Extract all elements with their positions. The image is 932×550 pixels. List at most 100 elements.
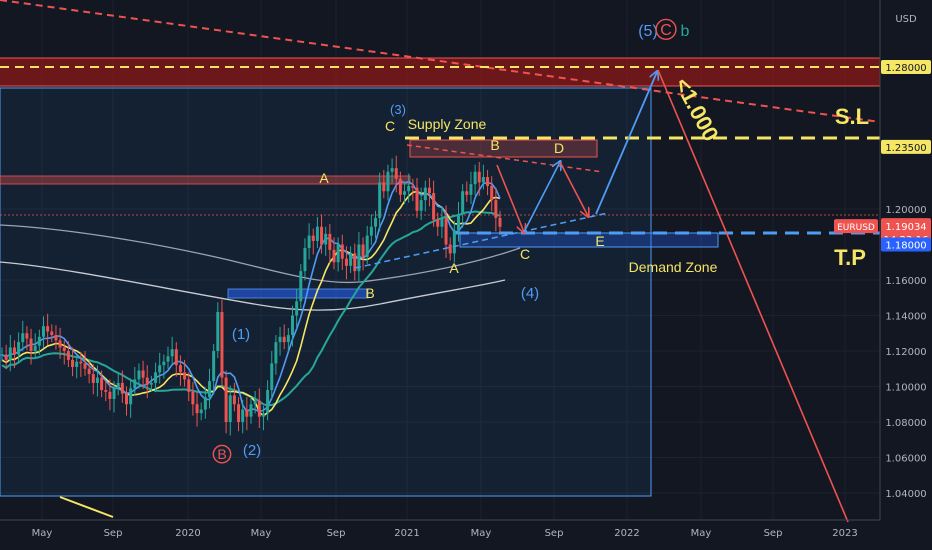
candle-body [241, 409, 245, 422]
candle-body [469, 184, 473, 195]
time-tick-label: 2022 [614, 528, 639, 539]
candle-body [58, 340, 62, 348]
candle-body [369, 226, 373, 236]
candle-body [307, 235, 311, 249]
candle-body [145, 377, 149, 385]
candle-body [8, 347, 12, 360]
price-tick-label: 1.16000 [885, 276, 926, 287]
candle-body [129, 388, 133, 405]
candle-body [436, 219, 440, 227]
candle-body [71, 359, 75, 367]
candle-body [278, 336, 282, 343]
candle-body [141, 370, 145, 378]
candle-body [232, 395, 236, 405]
candle-body [461, 191, 465, 215]
price-axis[interactable]: 1.320001.280001.235001.200001.1903414:23… [834, 0, 931, 500]
time-tick-label: May [691, 528, 712, 539]
candle-body [137, 370, 141, 380]
candle-body [374, 217, 377, 227]
price-axis-bg [880, 0, 932, 550]
candle-body [133, 379, 137, 389]
candle-body [66, 351, 70, 360]
candle-body [386, 171, 390, 192]
currency-label: USD [895, 14, 917, 25]
annotation-label: C [660, 22, 672, 39]
candle-body [195, 404, 199, 414]
candle-body [17, 342, 21, 355]
candle-body [95, 377, 99, 383]
candle-body [187, 379, 191, 392]
price-tick-label: 1.20000 [885, 205, 926, 216]
candle-body [415, 187, 419, 211]
candle-body [349, 253, 353, 266]
price-label-bg [881, 139, 931, 154]
candle-body [452, 230, 456, 254]
annotation-label: Demand Zone [629, 259, 718, 275]
annotation-label: (2) [243, 442, 261, 459]
candle-body [249, 404, 253, 417]
candle-body [149, 382, 153, 385]
supply-zone-box [409, 139, 598, 158]
candle-body [490, 185, 494, 201]
time-tick-label: 2020 [175, 528, 200, 539]
forecast-path-up-2 [595, 72, 657, 215]
candle-body [183, 372, 187, 380]
candle-body [361, 244, 365, 257]
price-label: 1.19034 [885, 222, 926, 233]
candle-body [274, 342, 278, 364]
time-tick-label: 2023 [832, 528, 857, 539]
candle-body [411, 185, 415, 188]
candle-body [0, 354, 4, 356]
forecast-path-down [496, 164, 524, 232]
candle-body [423, 187, 427, 201]
candle-body [457, 214, 460, 231]
annotation-label: A [449, 260, 459, 276]
candle-body [353, 253, 357, 272]
candle-body [33, 345, 37, 351]
candle-body [42, 326, 45, 337]
annotation-label: B [365, 285, 374, 301]
candle-body [245, 409, 249, 417]
candle-body [257, 400, 261, 417]
price-tick-label: 1.04000 [885, 489, 926, 500]
candle-body [104, 390, 108, 392]
resistance-zone [0, 58, 880, 86]
time-tick-label: May [251, 528, 272, 539]
candle-body [465, 191, 469, 195]
time-tick-label: Sep [545, 528, 564, 539]
candle-body [253, 400, 257, 405]
forecast-path-up-1 [523, 162, 560, 233]
candle-body [481, 177, 485, 183]
candle-body [315, 226, 319, 241]
candle-body [21, 333, 25, 343]
annotation-label: E [595, 233, 604, 249]
candle-body [357, 244, 361, 272]
annotation-label: b [681, 23, 690, 40]
annotation-label: (5) [638, 23, 658, 40]
candle-body [112, 388, 116, 399]
price-label: 1.23500 [885, 143, 926, 154]
candle-body [286, 335, 290, 343]
time-axis[interactable]: May Sep 2020 May Sep 2021 May Sep 2022 May Sep 2023 [32, 528, 858, 539]
candle-body [212, 351, 216, 382]
candle-body [440, 217, 444, 227]
annotation-label: Supply Zone [408, 116, 487, 132]
yellow-line-segment [59, 496, 114, 518]
candle-body [208, 381, 211, 398]
price-tick-label: 1.14000 [885, 312, 926, 323]
annotation-label: T.P [834, 245, 866, 270]
candle-body [4, 354, 8, 360]
annotation-label: A [319, 170, 329, 186]
candle-body [91, 374, 95, 383]
candle-body [427, 187, 431, 194]
annotation-label: (1) [232, 326, 250, 343]
ma-slow-line [0, 261, 506, 311]
candle-body [382, 182, 386, 192]
annotation-label: B [217, 446, 226, 462]
candle-body [79, 361, 83, 364]
candle-body [37, 336, 41, 346]
forecast-path-down-2 [559, 161, 588, 216]
annotation-label: C [520, 246, 530, 262]
